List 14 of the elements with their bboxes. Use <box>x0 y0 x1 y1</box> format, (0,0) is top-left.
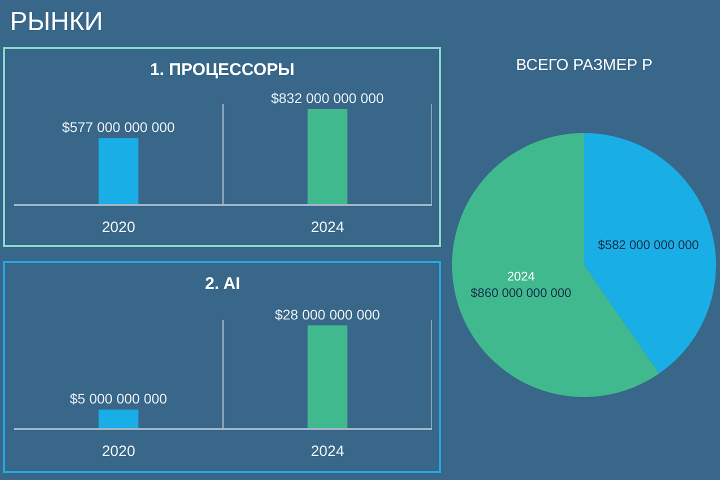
data-label: $582 000 000 000 <box>598 238 699 252</box>
text: РЫНКИ <box>10 6 103 36</box>
data-label: $577 000 000 000 <box>62 119 176 136</box>
pie-slice <box>584 133 716 374</box>
chart-title: 1. ПРОЦЕССОРЫ <box>150 60 295 79</box>
x-tick-label: 2020 <box>102 218 136 236</box>
chart-title: ВСЕГО РАЗМЕР Р <box>516 57 653 74</box>
data-label: $28 000 000 000 <box>274 306 380 322</box>
data-label: $5 000 000 000 <box>70 390 168 407</box>
chart-title: 2. AI <box>205 274 240 293</box>
data-label: $860 000 000 000 <box>470 286 572 300</box>
x-tick-label: 2020 <box>102 442 136 460</box>
slice-label: 2024 <box>507 270 535 284</box>
data-label: $832 000 000 000 <box>270 90 384 106</box>
